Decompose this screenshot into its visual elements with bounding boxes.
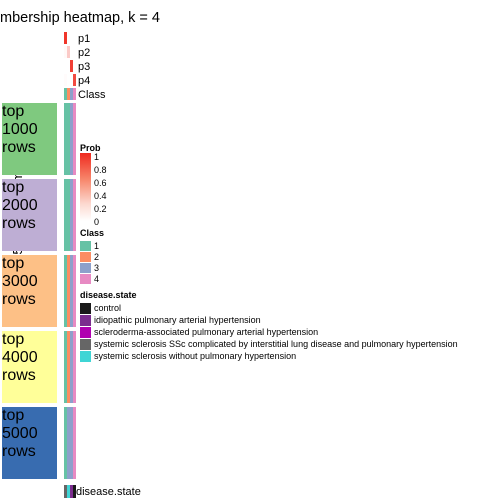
annotation-label-p1: p1 [78, 33, 91, 45]
prob-cell [73, 46, 76, 58]
heatmap-cell [67, 407, 70, 479]
prob-cell [67, 74, 70, 86]
prob-cell [67, 32, 70, 44]
annotation-label-disease-state: disease.state [76, 486, 141, 498]
row-block: top 4000 rows [2, 331, 57, 403]
prob-cell [64, 46, 67, 58]
prob-cell [67, 60, 70, 72]
heatmap-cell [70, 255, 73, 327]
heatmap-cell [70, 179, 73, 251]
disease-legend-label: scleroderma-associated pulmonary arteria… [94, 327, 319, 337]
disease-legend-label: idiopathic pulmonary arterial hypertensi… [94, 315, 261, 325]
row-block-label: top 5000 rows [2, 407, 38, 460]
class-annotation-cell [67, 88, 70, 100]
heatmap-cell [70, 103, 73, 175]
annotation-label-p4: p4 [78, 75, 91, 87]
row-block: top 5000 rows [2, 407, 57, 479]
row-block-label: top 4000 rows [2, 331, 38, 384]
prob-tick: 0 [94, 217, 100, 227]
prob-cell [64, 32, 67, 44]
prob-cell [70, 74, 73, 86]
disease-legend-swatch [80, 315, 91, 326]
prob-tick: 0.4 [94, 191, 107, 201]
heatmap-cell [73, 103, 76, 175]
heatmap-cell [70, 407, 73, 479]
heatmap-cell [73, 255, 76, 327]
prob-cell [70, 60, 73, 72]
prob-gradient [80, 153, 91, 221]
heatmap-cell [73, 331, 76, 403]
class-legend-swatch [80, 274, 91, 284]
heatmap-cell [64, 103, 67, 175]
disease-legend-label: systemic sclerosis without pulmonary hyp… [94, 351, 297, 361]
row-block: top 1000 rows [2, 103, 57, 175]
prob-tick: 0.6 [94, 178, 107, 188]
heatmap-cell [70, 331, 73, 403]
heatmap-cell [67, 255, 70, 327]
chart-title: mbership heatmap, k = 4 [0, 10, 160, 26]
prob-legend-title: Prob [80, 143, 101, 153]
disease-legend-swatch [80, 303, 91, 314]
prob-tick: 0.8 [94, 165, 107, 175]
heatmap-cell [64, 407, 67, 479]
prob-cell [73, 74, 76, 86]
annotation-label-p3: p3 [78, 61, 91, 73]
row-block: top 3000 rows [2, 255, 57, 327]
row-block-label: top 2000 rows [2, 179, 38, 232]
prob-tick: 0.2 [94, 204, 107, 214]
prob-cell [73, 60, 76, 72]
heatmap-cell [64, 331, 67, 403]
heatmap-cell [73, 407, 76, 479]
heatmap-cell [67, 331, 70, 403]
class-legend-swatch [80, 241, 91, 251]
prob-cell [70, 32, 73, 44]
class-legend-label: 2 [94, 252, 100, 262]
heatmap-cell [67, 179, 70, 251]
annotation-label-Class: Class [78, 89, 106, 101]
heatmap-cell [73, 179, 76, 251]
annotation-label-p2: p2 [78, 47, 91, 59]
heatmap-cell [64, 255, 67, 327]
class-annotation-cell [73, 88, 76, 100]
prob-cell [64, 60, 67, 72]
class-annotation-cell [70, 88, 73, 100]
row-block-label: top 1000 rows [2, 103, 38, 156]
disease-annotation-cell [67, 485, 70, 498]
row-block-label: top 3000 rows [2, 255, 38, 308]
disease-annotation-cell [73, 485, 76, 498]
disease-legend-title: disease.state [80, 290, 137, 300]
prob-cell [73, 32, 76, 44]
class-legend-label: 4 [94, 274, 100, 284]
prob-cell [70, 46, 73, 58]
class-legend-swatch [80, 263, 91, 273]
disease-annotation-cell [70, 485, 73, 498]
class-legend-swatch [80, 252, 91, 262]
class-annotation-cell [64, 88, 67, 100]
disease-legend-label: control [94, 303, 122, 313]
prob-cell [64, 74, 67, 86]
class-legend-title: Class [80, 228, 105, 238]
class-legend-label: 3 [94, 263, 100, 273]
disease-legend-swatch [80, 327, 91, 338]
disease-legend-swatch [80, 351, 91, 362]
row-block: top 2000 rows [2, 179, 57, 251]
disease-annotation-cell [64, 485, 67, 498]
disease-legend-swatch [80, 339, 91, 350]
heatmap-cell [64, 179, 67, 251]
heatmap-cell [67, 103, 70, 175]
disease-legend-label: systemic sclerosis SSc complicated by in… [94, 339, 458, 349]
class-legend-label: 1 [94, 241, 100, 251]
prob-cell [67, 46, 70, 58]
prob-tick: 1 [94, 152, 100, 162]
